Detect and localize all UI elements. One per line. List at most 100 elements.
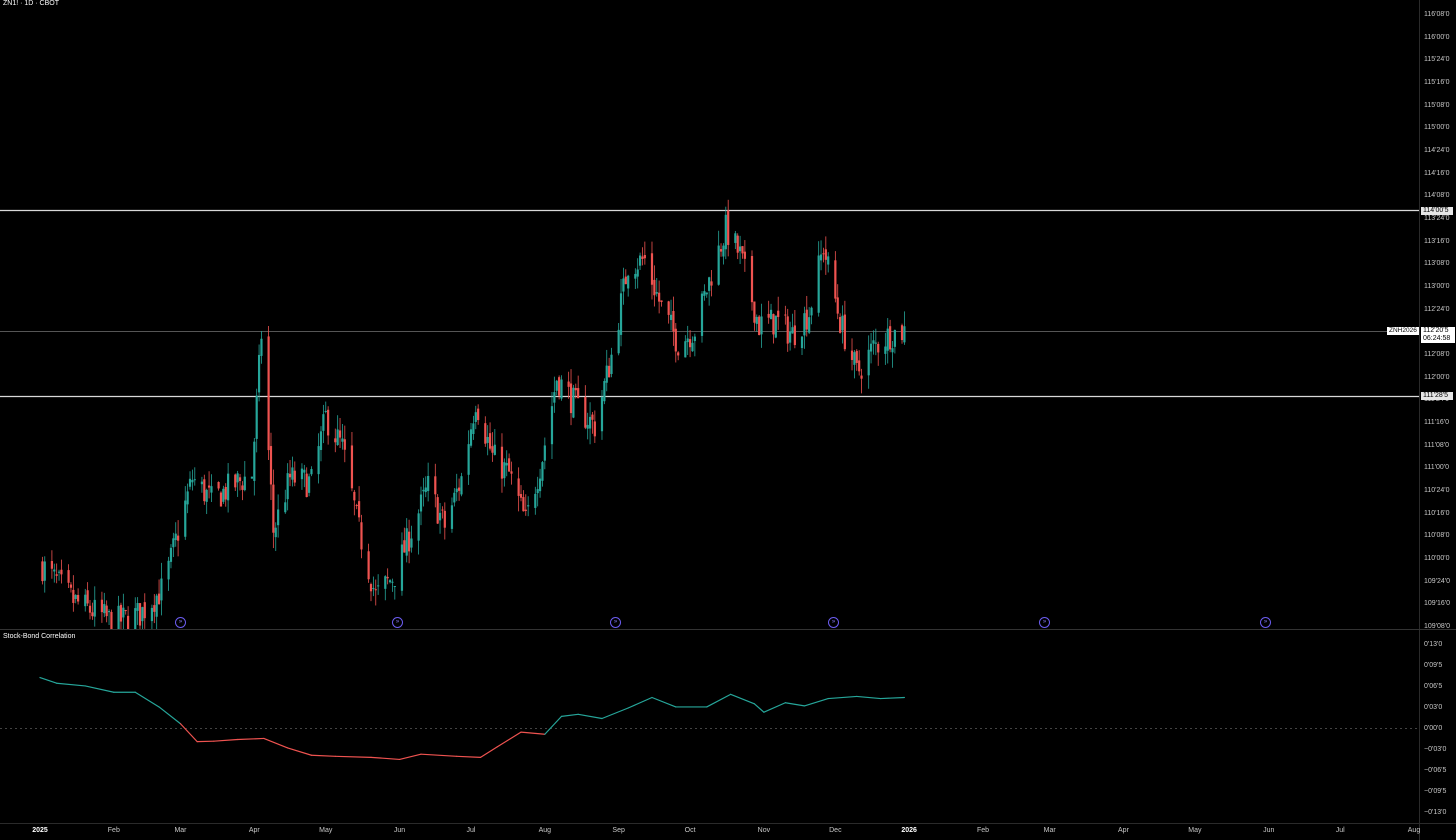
correlation-segment <box>753 703 765 713</box>
candle-body <box>419 494 423 512</box>
time-axis-tick-label: Aug <box>538 827 552 834</box>
candle-body <box>767 313 770 318</box>
candle-body <box>655 292 658 294</box>
correlation-segment <box>601 707 629 720</box>
event-arrow-icon[interactable]: » <box>1260 617 1271 628</box>
candle-body <box>184 500 187 537</box>
candle-body <box>227 473 230 501</box>
candle-body <box>717 245 720 285</box>
candle-body <box>567 381 570 387</box>
price-axis-tick-label: 113'00'0 <box>1424 283 1450 290</box>
candle-body <box>438 512 442 521</box>
candle-body <box>391 581 394 583</box>
candle-body <box>107 611 111 613</box>
candle-body <box>288 473 292 478</box>
candle-body <box>624 276 627 285</box>
candle-body <box>903 326 906 343</box>
candle-body <box>274 527 277 538</box>
price-axis-tick-label: 111'00'0 <box>1424 464 1449 472</box>
candle-body <box>588 416 592 429</box>
candle-body <box>250 476 254 479</box>
candle-body <box>91 612 94 617</box>
indicator-axis-tick-label: 0'13'0 <box>1424 641 1443 648</box>
indicator-axis-tick-label: 0'06'5 <box>1424 683 1443 690</box>
candle-body <box>205 489 208 502</box>
candle-body <box>755 316 758 324</box>
candle-body <box>424 487 427 493</box>
candle-body <box>284 502 287 513</box>
candle-body <box>860 375 863 379</box>
candle-body <box>407 531 411 552</box>
candle-body <box>691 342 694 352</box>
candle-body <box>105 605 108 617</box>
candle-body <box>724 214 727 250</box>
candle-body <box>674 328 677 352</box>
candle-body <box>393 586 396 588</box>
price-axis-tick-label: 115'08'0 <box>1424 101 1450 109</box>
candle-body <box>167 560 170 580</box>
event-arrow-icon[interactable]: » <box>392 617 403 628</box>
price-axis-tick-label: 111'08'0 <box>1424 441 1449 449</box>
event-arrow-icon[interactable]: » <box>1039 617 1050 628</box>
candle-body <box>789 331 792 343</box>
price-axis-tick-label: 110'24'0 <box>1424 487 1450 494</box>
price-axis-tick-label: 116'08'0 <box>1424 11 1450 18</box>
candle-body <box>286 473 289 500</box>
time-axis-tick-label: Sep <box>612 827 625 834</box>
candle-body <box>374 589 377 591</box>
candle-body <box>555 380 558 391</box>
candle-body <box>353 491 356 501</box>
correlation-segment <box>544 715 563 735</box>
candle-body <box>234 474 237 488</box>
candle-body <box>688 339 692 348</box>
time-axis-tick-label: Jun <box>1263 827 1275 834</box>
candle-body <box>543 445 546 461</box>
candle-body <box>677 352 680 356</box>
candle-body <box>43 561 46 581</box>
time-axis-tick-label: Feb <box>976 827 990 834</box>
event-arrow-icon[interactable]: » <box>828 617 839 628</box>
candle-body <box>669 314 673 321</box>
price-axis-tick-label: 113'08'0 <box>1424 260 1450 268</box>
candle-body <box>193 479 196 481</box>
candle-body <box>753 301 756 323</box>
candle-body <box>808 317 811 333</box>
candle-body <box>684 341 687 358</box>
time-axis-tick-label: Oct <box>684 827 696 834</box>
candle-body <box>343 439 346 450</box>
candle-body <box>186 491 189 505</box>
candle-body <box>217 482 220 489</box>
candle-body <box>836 297 839 314</box>
candle-body <box>84 594 87 607</box>
candle-body <box>469 429 473 446</box>
correlation-segment <box>134 691 160 708</box>
candle-body <box>138 603 142 626</box>
candle-body <box>169 547 173 562</box>
candle-body <box>727 210 730 245</box>
time-axis-tick-label: Jun <box>393 827 406 834</box>
indicator-axis-tick-label: 0'03'0 <box>1424 704 1443 711</box>
candle-body <box>886 328 889 351</box>
candle-body <box>450 505 454 529</box>
candle-body <box>372 588 375 590</box>
correlation-segment <box>706 693 732 708</box>
candle-body <box>472 423 475 434</box>
event-arrow-icon[interactable]: » <box>175 617 186 628</box>
candle-body <box>638 255 642 266</box>
candle-body <box>560 379 563 399</box>
candle-body <box>153 605 156 612</box>
price-axis-tick-label: 114'24'0 <box>1424 147 1450 154</box>
candle-body <box>550 406 554 445</box>
event-arrow-icon[interactable]: » <box>610 617 621 628</box>
correlation-segment <box>179 723 198 743</box>
candle-body <box>610 354 613 374</box>
candle-body <box>388 580 392 583</box>
candle-body <box>660 300 663 303</box>
candle-body <box>338 430 342 438</box>
candle-body <box>636 269 639 277</box>
candle-body <box>569 383 573 414</box>
candle-body <box>736 235 739 253</box>
time-axis-tick-label: Feb <box>107 827 120 834</box>
candle-body <box>141 607 144 622</box>
